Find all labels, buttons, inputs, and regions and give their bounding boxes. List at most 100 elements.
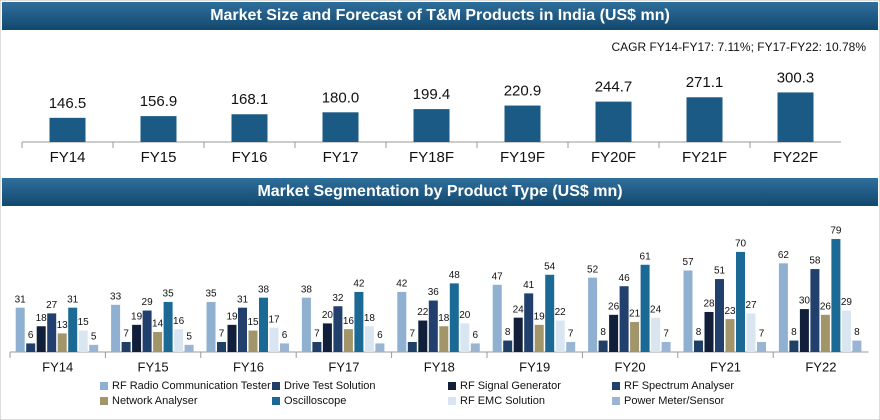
bar: [595, 101, 632, 142]
data-label: 22: [417, 307, 429, 318]
data-label: 6: [282, 330, 288, 341]
data-label: 26: [820, 301, 832, 312]
data-label: 20: [322, 310, 334, 321]
legend-swatch: [100, 382, 108, 390]
bar: [503, 340, 513, 352]
legend-label: Drive Test Solution: [284, 380, 376, 392]
bar: [322, 112, 359, 142]
data-label: 7: [410, 329, 416, 340]
bar: [449, 283, 459, 352]
bar: [470, 343, 480, 352]
bar: [280, 343, 289, 352]
data-label: 199.4: [413, 86, 451, 103]
bar: [545, 274, 555, 352]
bar: [259, 297, 268, 352]
x-tick-label: FY22F: [773, 149, 818, 166]
bar: [757, 341, 766, 352]
data-label: 46: [619, 273, 631, 284]
bar: [153, 331, 163, 352]
bar: [841, 310, 851, 352]
data-label: 15: [78, 317, 90, 328]
bar: [301, 297, 311, 352]
data-label: 7: [123, 329, 129, 340]
data-label: 42: [353, 279, 365, 290]
data-label: 30: [799, 296, 811, 307]
bar: [640, 264, 650, 352]
bar: [206, 301, 216, 352]
bar: [810, 269, 820, 352]
bar: [174, 329, 184, 352]
data-label: 31: [67, 294, 79, 305]
data-label: 19: [131, 311, 143, 322]
bar: [57, 333, 67, 352]
bar: [694, 340, 703, 352]
data-label: 32: [332, 293, 344, 304]
title-bar: [2, 2, 878, 30]
bar: [588, 277, 598, 352]
data-label: 7: [314, 329, 320, 340]
bar: [789, 340, 799, 352]
data-label: 38: [301, 284, 313, 295]
bar: [364, 326, 374, 352]
data-label: 29: [841, 297, 853, 308]
data-label: 7: [759, 329, 765, 340]
data-label: 5: [91, 331, 97, 342]
bar: [397, 291, 407, 352]
data-label: 38: [258, 284, 270, 295]
data-label: 22: [555, 307, 567, 318]
bar: [715, 279, 724, 352]
bar: [49, 117, 86, 142]
bar: [312, 341, 322, 352]
data-label: 8: [696, 327, 702, 338]
data-label: 23: [724, 306, 736, 317]
data-label: 19: [534, 311, 546, 322]
bar: [238, 307, 247, 352]
x-tick-label: FY17: [323, 149, 359, 166]
bar: [375, 343, 385, 352]
data-label: 8: [505, 327, 511, 338]
legend-label: RF Radio Communication Tester: [112, 380, 271, 392]
bar: [504, 105, 541, 142]
data-label: 70: [735, 239, 747, 250]
bar: [68, 307, 78, 352]
data-label: 168.1: [231, 91, 269, 108]
bar: [630, 321, 640, 352]
data-label: 7: [219, 329, 225, 340]
data-label: 7: [663, 329, 669, 340]
bar: [428, 300, 438, 352]
bar: [534, 324, 544, 352]
legend-swatch: [272, 397, 280, 405]
data-label: 14: [152, 319, 164, 330]
data-label: 244.7: [595, 79, 633, 96]
bar: [598, 340, 608, 352]
legend-swatch: [448, 382, 456, 390]
data-label: 41: [523, 280, 535, 291]
data-label: 15: [247, 317, 259, 328]
x-tick-label: FY17: [328, 359, 359, 374]
data-label: 24: [650, 304, 662, 315]
bar: [15, 307, 25, 352]
bar: [492, 284, 502, 352]
data-label: 48: [449, 270, 461, 281]
bar: [78, 330, 88, 352]
data-label: 8: [854, 327, 860, 338]
bar: [460, 323, 470, 352]
bar: [142, 310, 152, 352]
bar: [269, 327, 279, 352]
legend-swatch: [612, 397, 620, 405]
legend-label: RF Signal Generator: [460, 380, 561, 392]
x-tick-label: FY15: [138, 359, 169, 374]
data-label: 300.3: [777, 69, 815, 86]
data-label: 54: [544, 261, 556, 272]
bar: [89, 344, 99, 352]
x-tick-label: FY19: [519, 359, 550, 374]
x-tick-label: FY21: [710, 359, 741, 374]
data-label: 19: [226, 311, 238, 322]
bar: [418, 320, 428, 352]
x-tick-label: FY18: [424, 359, 455, 374]
x-tick-label: FY19F: [500, 149, 545, 166]
data-label: 62: [778, 250, 790, 261]
data-label: 79: [830, 226, 842, 237]
data-label: 20: [459, 310, 471, 321]
